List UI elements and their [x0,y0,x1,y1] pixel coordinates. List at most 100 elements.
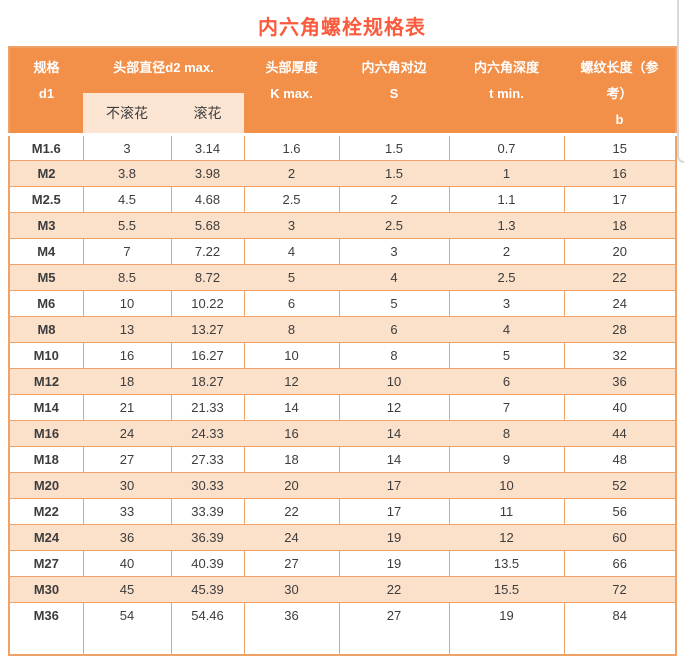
value-cell: 1 [449,160,565,187]
value-cell: 4 [449,316,565,343]
value-cell: 48 [564,446,677,473]
value-cell: 40.39 [171,550,245,577]
value-cell: 45 [83,576,171,603]
value-cell: 3 [83,134,172,161]
value-cell: 14 [339,446,450,473]
value-cell: 3.98 [171,160,245,187]
column-header-thread-length: 螺纹长度（参 考） b [564,47,677,136]
value-cell: 28 [564,316,677,343]
value-cell: 17 [339,472,450,499]
column-header-line: K max. [270,86,313,101]
column-header-line: S [389,86,399,101]
value-cell: 4.68 [171,186,245,213]
value-cell: 30 [244,576,340,603]
value-cell: 12 [339,394,450,421]
spec-cell: M3 [9,212,83,239]
page-title: 内六角螺栓规格表 [258,17,426,39]
spec-cell: M2.5 [9,186,84,213]
value-cell: 10 [83,290,172,317]
table-row: M1.6 3 3.14 1.6 1.5 0.7 15 [9,134,677,161]
value-cell: 9 [449,446,565,473]
right-edge-widget-corner [677,0,684,163]
header-row-2: 不滚花 滚花 [9,92,676,136]
table-row: M18 27 27.33 18 14 9 48 [9,446,677,473]
spec-cell: M22 [9,498,84,525]
value-cell: 22 [564,264,677,291]
value-cell: 17 [564,186,677,213]
value-cell: 40 [83,550,172,577]
subcolumn-header-not-knurled: 不滚花 [83,92,171,136]
value-cell: 4 [339,264,450,291]
value-cell: 44 [564,420,677,447]
value-cell: 30.33 [171,472,245,499]
value-cell: 10 [244,342,340,369]
value-cell: 33 [83,498,172,525]
value-cell: 3.14 [171,134,245,161]
subcolumn-header-knurled: 滚花 [171,92,245,136]
table-row: M12 18 18.27 12 10 6 36 [9,368,677,395]
value-cell: 22 [339,576,450,603]
value-cell: 5 [244,264,340,291]
value-cell: 20 [564,238,677,265]
spec-cell: M2 [9,160,83,187]
value-cell: 18 [564,212,677,239]
value-cell: 84 [564,602,677,655]
spec-cell: M1.6 [9,134,84,161]
value-cell: 24 [244,524,340,551]
value-cell: 4.5 [83,186,172,213]
spec-cell: M8 [9,316,83,343]
table-row: M2 3.8 3.98 2 1.5 1 16 [9,160,677,187]
column-header-head-diameter: 头部直径d2 max. [83,47,245,93]
spec-cell: M4 [9,238,84,265]
value-cell: 1.6 [244,134,340,161]
header-row-1: 规格 d1 头部直径d2 max. 头部厚度 K max. 内六角对边 S 内六… [9,47,677,136]
value-cell: 2 [449,238,565,265]
spec-cell: M16 [9,420,83,447]
value-cell: 33.39 [171,498,245,525]
value-cell: 3 [339,238,450,265]
value-cell: 66 [564,550,677,577]
value-cell: 2.5 [339,212,450,239]
value-cell: 16 [564,160,677,187]
spec-cell: M24 [9,524,83,551]
value-cell: 32 [564,342,677,369]
value-cell: 24 [564,290,677,317]
value-cell: 5.68 [171,212,245,239]
value-cell: 40 [564,394,677,421]
value-cell: 13.5 [449,550,565,577]
value-cell: 36.39 [171,524,245,551]
value-cell: 10 [339,368,450,395]
spec-table: 规格 d1 头部直径d2 max. 头部厚度 K max. 内六角对边 S 内六… [8,46,678,656]
spec-cell: M10 [9,342,84,369]
value-cell: 1.3 [449,212,565,239]
value-cell: 2.5 [244,186,340,213]
value-cell: 22 [244,498,340,525]
value-cell: 8 [244,316,340,343]
value-cell: 10 [449,472,565,499]
spec-cell: M27 [9,550,84,577]
table-body: M1.6 3 3.14 1.6 1.5 0.7 15 M2 3.8 3.98 2 1.5 1 16 M2.5… [9,134,677,655]
value-cell: 5 [339,290,450,317]
spec-cell: M30 [9,576,83,603]
value-cell: 24.33 [171,420,245,447]
table-row: M2.5 4.5 4.68 2.5 2 1.1 17 [9,186,677,213]
value-cell: 24 [83,420,171,447]
value-cell: 11 [449,498,565,525]
table-row: M36 54 54.46 36 27 19 84 [9,602,677,655]
column-header-spec: 规格 d1 [9,47,83,136]
value-cell: 27.33 [171,446,245,473]
value-cell: 4 [244,238,340,265]
value-cell: 0.7 [449,134,565,161]
column-header-line: 考） [606,86,633,101]
value-cell: 3 [449,290,565,317]
value-cell: 56 [564,498,677,525]
value-cell: 72 [564,576,677,603]
value-cell: 6 [339,316,450,343]
table-row: M16 24 24.33 16 14 8 44 [9,420,677,447]
table-row: M14 21 21.33 14 12 7 40 [9,394,677,421]
value-cell: 3.8 [83,160,171,187]
value-cell: 21 [83,394,172,421]
value-cell: 15 [564,134,677,161]
value-cell: 10.22 [171,290,245,317]
table-row: M3 5.5 5.68 3 2.5 1.3 18 [9,212,677,239]
